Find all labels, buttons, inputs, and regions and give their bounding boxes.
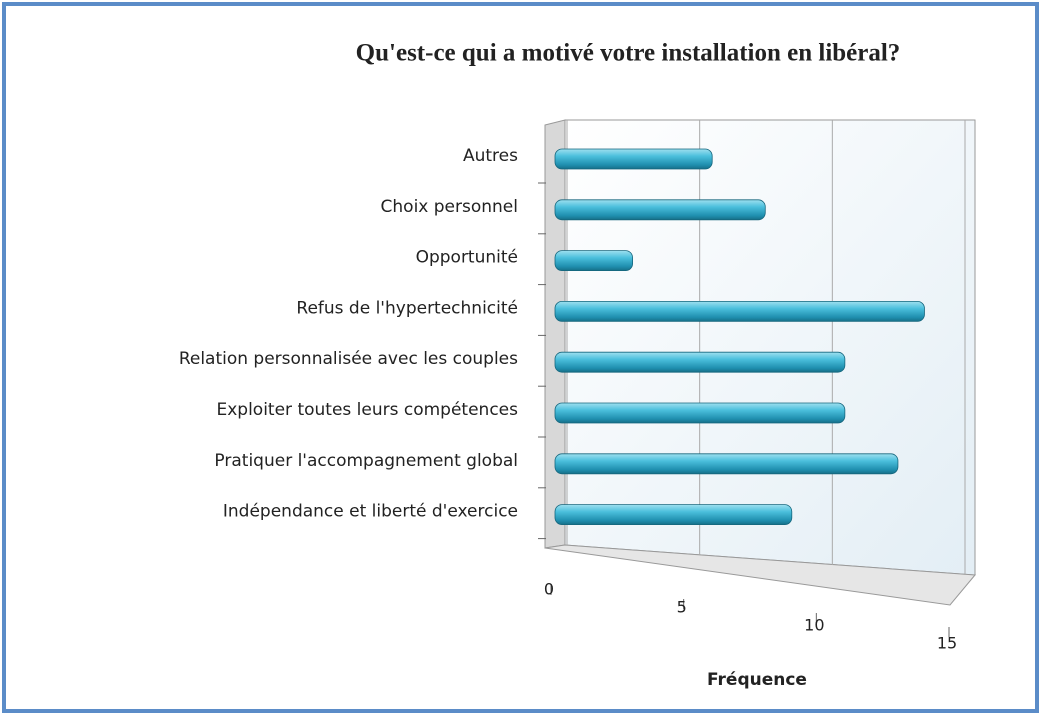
y-tick-label: Indépendance et liberté d'exercice [223, 502, 518, 522]
x-axis-title: Fréquence [707, 670, 807, 690]
bar [554, 300, 925, 322]
x-tick-label: 10 [804, 616, 824, 635]
bar [554, 402, 846, 424]
x-tick-label: 15 [937, 634, 957, 653]
bar [554, 504, 793, 526]
floor [544, 544, 977, 606]
x-tick-label: 5 [677, 598, 687, 617]
y-tick-label: Pratiquer l'accompagnement global [214, 451, 518, 471]
y-tick-label: Relation personnalisée avec les couples [179, 349, 518, 369]
y-tick-label: Refus de l'hypertechnicité [296, 298, 518, 318]
side-wall [544, 119, 566, 549]
y-tick-label: Exploiter toutes leurs compétences [216, 400, 518, 420]
bar [554, 453, 899, 475]
x-tick-label: 0 [544, 580, 554, 599]
chart-title: Qu'est-ce qui a motivé votre installatio… [356, 40, 901, 67]
y-tick-label: Choix personnel [381, 197, 518, 217]
bar [554, 148, 713, 170]
y-tick-label: Opportunité [416, 248, 518, 268]
bar [554, 351, 846, 373]
bar [554, 250, 633, 272]
y-tick-label: Autres [463, 146, 518, 166]
bar [554, 199, 766, 221]
